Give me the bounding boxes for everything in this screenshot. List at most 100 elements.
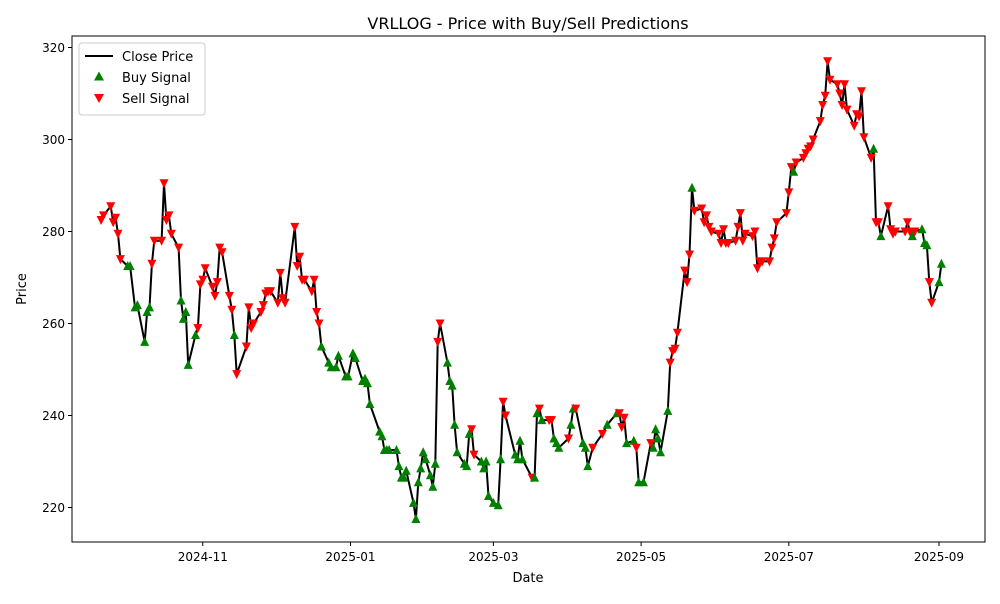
buy-signal-marker — [656, 447, 665, 457]
sell-signal-marker — [309, 275, 319, 285]
legend-buy-swatch — [94, 71, 104, 81]
sell-signal-marker — [217, 248, 227, 258]
buy-signal-marker — [580, 442, 590, 452]
buy-signal-marker — [377, 431, 387, 441]
buy-signal-marker — [653, 433, 663, 443]
buy-signal-marker — [384, 445, 394, 454]
sell-signal-marker — [295, 252, 305, 262]
sell-signal-marker — [111, 213, 121, 223]
buy-signal-marker — [176, 295, 186, 305]
buy-signal-marker — [331, 362, 341, 372]
sell-signal-marker — [433, 337, 443, 347]
axes-frame — [71, 35, 986, 543]
sell-signal-marker — [258, 301, 268, 311]
buy-signal-marker — [428, 481, 438, 491]
sell-signal-marker — [910, 227, 920, 237]
buy-signal-marker — [452, 447, 462, 457]
sell-signal-marker — [147, 259, 157, 269]
sell-signal-marker — [886, 225, 896, 235]
buy-signal-marker — [125, 261, 135, 270]
sell-signal-marker — [866, 153, 876, 163]
legend-box — [78, 42, 206, 116]
sell-signal-marker — [275, 268, 285, 278]
buy-signal-marker — [922, 240, 932, 250]
sell-signal-marker — [164, 211, 174, 221]
sell-signal-marker — [617, 423, 627, 432]
sell-signal-marker — [772, 218, 782, 228]
sell-signal-marker — [159, 179, 169, 189]
sell-signal-marker — [266, 287, 276, 297]
sell-signal-marker — [857, 87, 866, 97]
x-tick-label: 2025-07 — [764, 550, 814, 564]
sell-signal-marker — [808, 135, 818, 145]
y-tick-label: 260 — [42, 317, 65, 331]
sell-signal-marker — [106, 202, 116, 212]
buy-signal-marker — [399, 472, 409, 482]
sell-signal-marker — [99, 211, 108, 221]
buy-signal-marker — [876, 231, 886, 241]
sell-signal-marker — [166, 229, 176, 239]
sell-signal-marker — [614, 409, 624, 419]
buy-signal-marker — [907, 231, 917, 241]
x-tick-label: 2025-03 — [468, 550, 518, 564]
buy-signal-marker — [363, 378, 372, 388]
sell-signal-marker — [723, 239, 733, 248]
signal-markers — [96, 57, 946, 523]
buy-signal-marker — [479, 463, 489, 473]
sell-signal-marker — [244, 303, 254, 313]
buy-signal-marker — [425, 470, 435, 480]
buy-signal-marker — [663, 405, 673, 415]
sell-signal-marker — [588, 443, 598, 453]
buy-signal-marker — [648, 442, 658, 452]
sell-signal-marker — [200, 264, 210, 274]
sell-signal-marker — [873, 218, 883, 228]
sell-signal-marker — [784, 188, 794, 198]
buy-signal-marker — [530, 472, 540, 482]
buy-signal-marker — [413, 477, 423, 487]
buy-signal-marker — [629, 435, 639, 445]
plot-area — [96, 57, 946, 523]
sell-signal-marker — [750, 227, 760, 237]
sell-signal-marker — [547, 416, 556, 426]
buy-signal-marker — [350, 353, 360, 362]
sell-signal-marker — [835, 89, 845, 99]
sell-signal-marker — [699, 218, 709, 228]
buy-signal-marker — [936, 258, 946, 268]
sell-signal-marker — [198, 275, 208, 285]
sell-signal-marker — [769, 234, 779, 244]
buy-signal-marker — [464, 428, 474, 438]
sell-signal-marker — [115, 255, 125, 265]
sell-signal-marker — [174, 243, 184, 253]
sell-signal-marker — [208, 282, 217, 292]
x-tick-label: 2025-01 — [325, 550, 375, 564]
sell-signal-marker — [849, 121, 859, 131]
sell-signal-marker — [467, 425, 477, 435]
buy-signal-marker — [493, 500, 503, 510]
sell-signal-marker — [149, 236, 159, 246]
y-tick-label: 320 — [42, 41, 65, 55]
sell-signal-marker — [859, 133, 869, 143]
sell-signal-marker — [227, 305, 237, 315]
y-axis-label: Price — [15, 273, 30, 305]
sell-signal-marker — [702, 211, 711, 221]
buy-signal-marker — [450, 419, 460, 429]
sell-signal-marker — [290, 222, 300, 232]
x-axis-label: Date — [512, 571, 543, 586]
sell-signal-marker — [719, 225, 728, 235]
sell-signal-marker — [924, 278, 934, 288]
sell-signal-marker — [731, 236, 741, 246]
sell-signal-marker — [840, 80, 849, 90]
buy-signal-marker — [392, 445, 401, 454]
sell-signal-marker — [842, 105, 852, 115]
buy-signal-marker — [515, 435, 525, 445]
buy-signal-marker — [142, 307, 152, 316]
sell-signal-marker — [646, 439, 656, 449]
buy-signal-marker — [869, 143, 879, 153]
buy-signal-marker — [447, 380, 457, 390]
chart-title: VRLLOG - Price with Buy/Sell Predictions — [367, 14, 688, 33]
sell-signal-marker — [435, 319, 445, 329]
sell-signal-marker — [314, 319, 324, 329]
sell-signal-marker — [767, 243, 777, 253]
sell-signal-marker — [224, 291, 234, 301]
x-tick-label: 2025-05 — [616, 550, 666, 564]
